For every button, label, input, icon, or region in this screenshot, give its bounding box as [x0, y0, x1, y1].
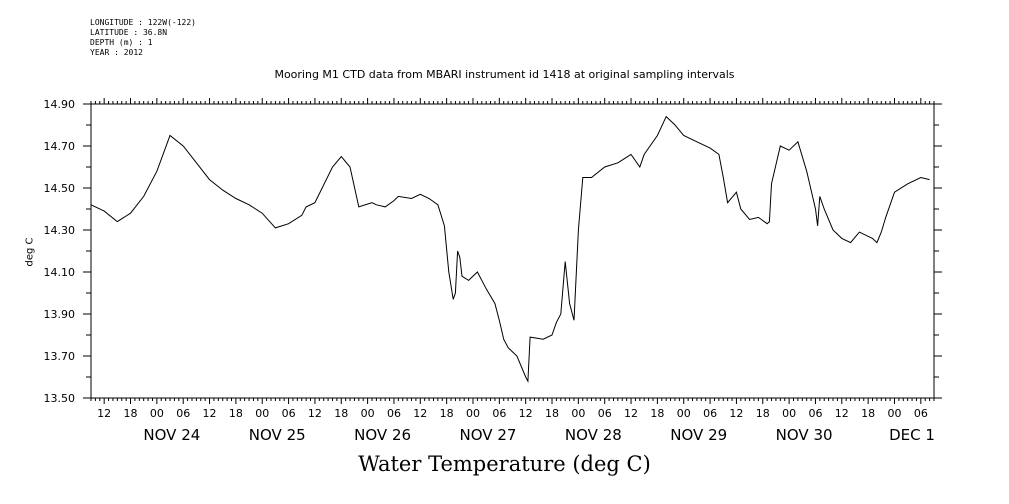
day-label: NOV 28: [565, 426, 622, 444]
y-tick-label: 14.30: [44, 224, 76, 237]
hour-tick-label: 06: [176, 407, 190, 420]
hour-tick-label: 06: [282, 407, 296, 420]
hour-tick-label: 06: [703, 407, 717, 420]
hour-tick-label: 18: [545, 407, 559, 420]
y-tick-label: 13.70: [44, 350, 76, 363]
hour-tick-label: 00: [255, 407, 269, 420]
y-tick-label: 13.50: [44, 392, 76, 405]
hour-tick-label: 00: [677, 407, 691, 420]
day-label: NOV 30: [776, 426, 833, 444]
plot-frame: [90, 103, 935, 399]
hour-tick-label: 18: [861, 407, 875, 420]
hour-tick-label: 12: [624, 407, 638, 420]
y-tick-label: 14.70: [44, 140, 76, 153]
hour-tick-label: 06: [598, 407, 612, 420]
hour-tick-label: 00: [571, 407, 585, 420]
metadata-block: LONGITUDE : 122W(-122) LATITUDE : 36.8N …: [90, 18, 196, 58]
hour-tick-label: 12: [729, 407, 743, 420]
day-label: NOV 27: [460, 426, 517, 444]
day-label: NOV 25: [249, 426, 306, 444]
hour-tick-label: 18: [229, 407, 243, 420]
hour-tick-label: 12: [519, 407, 533, 420]
chart-title: Mooring M1 CTD data from MBARI instrumen…: [274, 68, 735, 81]
temperature-series-line: [90, 115, 930, 384]
y-tick-label: 14.90: [44, 98, 76, 111]
x-axis-title: Water Temperature (deg C): [358, 452, 651, 476]
hour-tick-label: 18: [124, 407, 138, 420]
hour-tick-label: 12: [413, 407, 427, 420]
year-label: YEAR : 2012: [90, 48, 143, 57]
hour-tick-label: 12: [203, 407, 217, 420]
y-tick-label: 14.10: [44, 266, 76, 279]
hour-tick-label: 00: [466, 407, 480, 420]
hour-tick-label: 06: [492, 407, 506, 420]
hour-tick-label: 18: [334, 407, 348, 420]
day-label: NOV 26: [354, 426, 411, 444]
hour-tick-label: 00: [782, 407, 796, 420]
y-tick-label: 13.90: [44, 308, 76, 321]
hour-tick-label: 06: [914, 407, 928, 420]
hour-tick-label: 00: [150, 407, 164, 420]
latitude-label: LATITUDE : 36.8N: [90, 28, 168, 37]
y-tick-label: 14.50: [44, 182, 76, 195]
depth-label: DEPTH (m) : 1: [90, 38, 153, 47]
hour-tick-label: 18: [756, 407, 770, 420]
longitude-label: LONGITUDE : 122W(-122): [90, 18, 196, 27]
hour-tick-label: 18: [440, 407, 454, 420]
hour-tick-label: 12: [97, 407, 111, 420]
hour-tick-label: 18: [650, 407, 664, 420]
hour-tick-label: 12: [308, 407, 322, 420]
day-label: NOV 24: [143, 426, 200, 444]
hour-tick-label: 06: [387, 407, 401, 420]
hour-tick-label: 12: [835, 407, 849, 420]
hour-tick-label: 00: [887, 407, 901, 420]
hour-tick-label: 00: [361, 407, 375, 420]
day-label: DEC 1: [889, 426, 935, 444]
hour-tick-label: 06: [808, 407, 822, 420]
day-label: NOV 29: [670, 426, 727, 444]
